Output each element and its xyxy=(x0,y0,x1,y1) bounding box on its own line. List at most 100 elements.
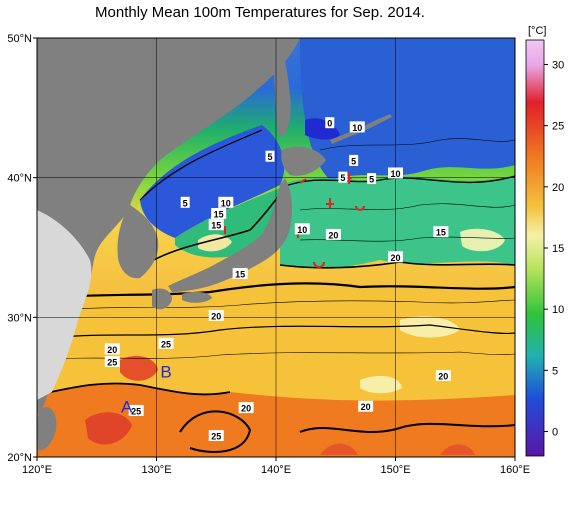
hot-core-b xyxy=(120,355,158,381)
contour-label-box xyxy=(238,402,254,414)
contour-label-box xyxy=(338,171,348,183)
colorbar-tick-label: 0 xyxy=(552,427,558,439)
contour-label: 10 xyxy=(390,169,400,179)
kyushu xyxy=(152,288,172,310)
contour-label-box xyxy=(180,196,190,208)
hot-core-c xyxy=(320,443,358,455)
contour-label-box xyxy=(104,356,120,368)
colorbar-tick-label: 15 xyxy=(552,243,564,255)
x-tick-label: 130°E xyxy=(141,464,171,476)
honshu xyxy=(168,178,293,292)
contour-label-box xyxy=(388,167,403,179)
contour-label: 25 xyxy=(107,358,117,368)
hokkaido xyxy=(281,146,326,176)
colorbar: [°C] 30 25 20 15 10 5 0 xyxy=(525,25,564,457)
contour-label: 20 xyxy=(211,311,221,321)
sakhalin xyxy=(273,40,291,135)
colorbar-tick-label: 10 xyxy=(552,304,564,316)
contour-label: 25 xyxy=(161,339,171,349)
graticule xyxy=(37,38,515,457)
contour-label-box xyxy=(208,219,224,231)
map-title: Monthly Mean 100m Temperatures for Sep. … xyxy=(95,4,425,21)
korean-peninsula xyxy=(117,205,159,279)
contour-label-box xyxy=(232,268,248,280)
colorbar-tick-label: 25 xyxy=(552,121,564,133)
colorbar-tick-label: 30 xyxy=(552,59,564,71)
contour-label: 20 xyxy=(328,230,338,240)
x-tick-label: 150°E xyxy=(380,464,410,476)
contour-label: 20 xyxy=(241,404,251,414)
marker-a: A xyxy=(121,397,133,416)
contour-label: 5 xyxy=(340,173,345,183)
contour-label: 15 xyxy=(214,209,224,219)
contour-label: 10 xyxy=(352,123,362,133)
contour-label: 25 xyxy=(131,406,141,416)
contour-label-box xyxy=(294,223,310,235)
contour-label: 15 xyxy=(235,270,245,280)
contour-label-box xyxy=(158,337,174,349)
contour-label-box xyxy=(218,196,234,208)
contour-label-box xyxy=(349,154,359,166)
contour-label-box xyxy=(208,309,224,321)
subarctic-cold-region xyxy=(300,38,515,180)
contour-label-box xyxy=(433,226,449,238)
contour-lines xyxy=(37,129,515,453)
contour-label-box xyxy=(325,117,335,129)
contour-label: 15 xyxy=(436,228,446,238)
contour-label-box xyxy=(104,343,120,355)
axis-ticks: 120°E 130°E 140°E 150°E 160°E 50°N 40°N 30°N 20°… xyxy=(7,33,530,476)
warm-eddy xyxy=(460,228,505,252)
china-lowland xyxy=(37,210,92,400)
y-tick-label: 20°N xyxy=(7,452,32,464)
tsushima-warm xyxy=(198,234,232,252)
contour-label: 10 xyxy=(297,225,307,235)
contour-label: 20 xyxy=(390,253,400,263)
contour-label: 20 xyxy=(361,402,371,412)
contour-label: 15 xyxy=(211,221,221,231)
contour-label: 5 xyxy=(369,175,374,185)
taiwan xyxy=(37,407,57,451)
contour-label-box xyxy=(325,228,341,240)
hot-core-d xyxy=(440,444,475,455)
x-tick-label: 140°E xyxy=(261,464,291,476)
water-mass-markers: AB xyxy=(121,362,172,416)
y-tick-label: 40°N xyxy=(7,173,32,185)
contour-label-box xyxy=(388,251,403,263)
contour-label-box xyxy=(358,400,374,412)
sea-of-japan-cold xyxy=(140,125,285,238)
shikoku xyxy=(182,291,212,303)
mixed-water-region xyxy=(280,175,515,269)
contour-label: 0 xyxy=(327,119,332,129)
y-tick-label: 50°N xyxy=(7,33,32,45)
contour-label-box xyxy=(367,173,377,185)
x-tick-label: 120°E xyxy=(22,464,52,476)
colorbar-tick-label: 5 xyxy=(552,365,558,377)
contour-label: 5 xyxy=(268,152,273,162)
colorbar-unit: [°C] xyxy=(528,25,546,37)
asian-continent xyxy=(37,38,300,415)
y-tick-label: 30°N xyxy=(7,312,32,324)
x-tick-label: 160°E xyxy=(500,464,530,476)
contour-label: 5 xyxy=(351,156,356,166)
hot-core-a xyxy=(85,412,132,445)
contour-label: 25 xyxy=(211,432,221,442)
contour-label: 10 xyxy=(221,198,231,208)
pale-pocket-a xyxy=(400,316,460,338)
colorbar-ticks: 30 25 20 15 10 5 0 xyxy=(544,59,564,439)
marker-b: B xyxy=(160,362,171,381)
contour-label: 20 xyxy=(438,371,448,381)
contour-label-box xyxy=(128,404,144,416)
contour-label-box xyxy=(211,207,227,219)
contour-label: 20 xyxy=(107,345,117,355)
pale-pocket-b xyxy=(360,375,402,394)
colorbar-tick-label: 20 xyxy=(552,182,564,194)
contour-label: 5 xyxy=(183,198,188,208)
front-marks xyxy=(224,172,365,268)
contour-label-box xyxy=(349,121,365,133)
contour-label-box xyxy=(435,369,451,381)
contour-label-box xyxy=(208,430,224,442)
contour-label-box xyxy=(265,150,275,162)
colorbar-scale xyxy=(525,39,545,457)
